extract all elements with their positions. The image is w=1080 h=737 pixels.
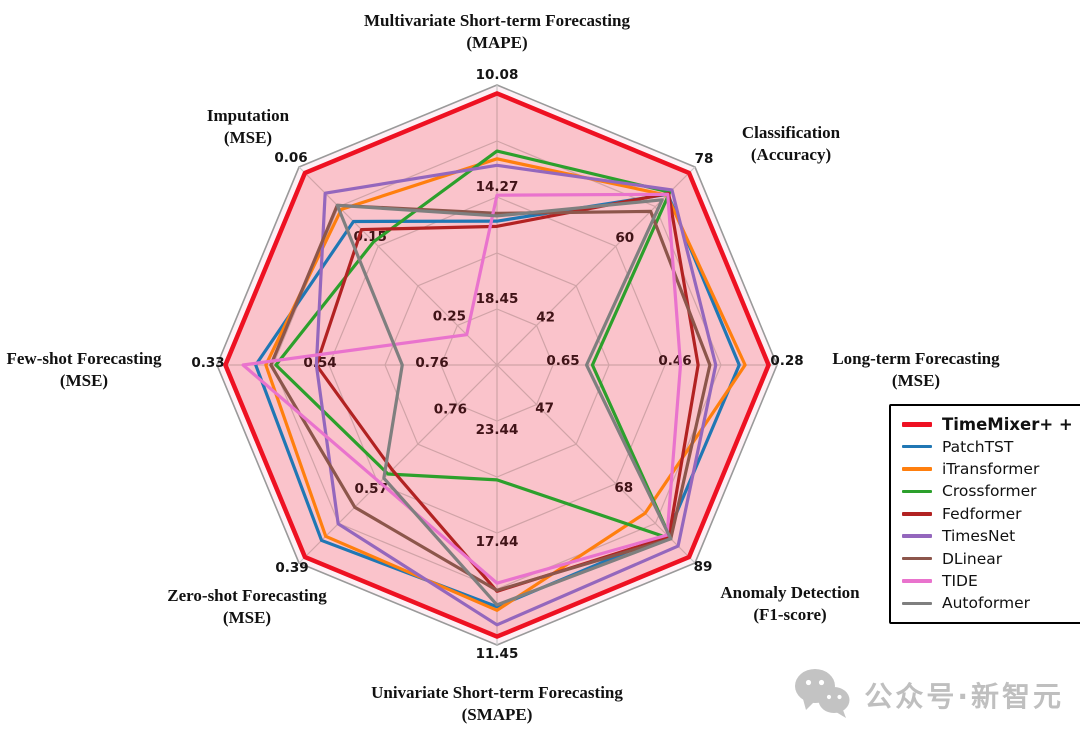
legend-item: Crossformer — [902, 480, 1070, 502]
series-polygon-dlinear — [269, 203, 712, 592]
series-polygon-autoformer — [335, 198, 673, 607]
legend-item-label: TimeMixer+ + — [942, 414, 1073, 434]
legend-item-label: Autoformer — [942, 594, 1031, 613]
tick-label-imputation: 0.25 — [433, 308, 466, 324]
tick-label-classification: 42 — [536, 309, 555, 325]
axis-title-zero_shot: Zero-shot Forecasting (MSE) — [167, 586, 327, 627]
legend-item: iTransformer — [902, 458, 1070, 480]
series-polygon-tide — [241, 192, 683, 585]
legend: TimeMixer+ + PatchTST iTransformer Crossfor… — [889, 404, 1080, 624]
grid-spoke — [298, 166, 498, 366]
tick-label-classification: 78 — [695, 151, 714, 167]
tick-label-imputation: 0.06 — [274, 150, 307, 166]
tick-label-zero_shot: 0.76 — [434, 402, 467, 418]
series-polygon-itransformer — [264, 157, 747, 612]
legend-item-label: TimesNet — [942, 527, 1016, 546]
legend-swatch — [902, 534, 932, 538]
legend-item-label: DLinear — [942, 549, 1003, 568]
tick-label-classification: 60 — [615, 230, 634, 246]
axis-title-long_term: Long-term Forecasting (MSE) — [832, 349, 1000, 390]
legend-item-label: iTransformer — [942, 459, 1040, 478]
tick-label-univariate_short_term: 17.44 — [476, 534, 519, 550]
legend-item-label: PatchTST — [942, 437, 1014, 456]
axis-title-multivariate_short_term: Multivariate Short-term Forecasting (MAPE… — [364, 11, 630, 52]
wechat-icon — [794, 667, 852, 723]
series-polygon-timesnet — [314, 163, 718, 627]
legend-swatch — [902, 556, 932, 561]
legend-swatch — [902, 444, 932, 449]
axis-title-few_shot: Few-shot Forecasting (MSE) — [6, 349, 162, 390]
legend-swatch — [902, 579, 932, 583]
tick-label-few_shot: 0.54 — [303, 355, 336, 371]
tick-label-zero_shot: 0.57 — [355, 481, 388, 497]
legend-item: TimesNet — [902, 525, 1070, 547]
tick-label-few_shot: 0.76 — [415, 355, 448, 371]
tick-label-long_term: 0.46 — [658, 353, 691, 369]
legend-item: DLinear — [902, 547, 1070, 569]
legend-swatch — [902, 421, 932, 427]
tick-label-zero_shot: 0.39 — [275, 560, 308, 576]
grid-spoke — [496, 364, 696, 564]
tick-label-anomaly_detection: 47 — [535, 401, 554, 417]
tick-label-multivariate_short_term: 10.08 — [476, 67, 519, 83]
grid-spoke — [298, 364, 498, 564]
tick-label-univariate_short_term: 23.44 — [476, 422, 519, 438]
legend-swatch — [902, 467, 932, 471]
legend-item-label: Fedformer — [942, 504, 1022, 523]
legend-item-label: TIDE — [942, 571, 978, 590]
legend-item: PatchTST — [902, 435, 1070, 457]
axis-title-univariate_short_term: Univariate Short-term Forecasting (SMAPE) — [371, 683, 623, 724]
axis-title-imputation: Imputation (MSE) — [207, 106, 290, 147]
legend-item: TimeMixer+ + — [902, 413, 1073, 435]
series-polygon-timemixer- — [223, 91, 771, 639]
tick-label-long_term: 0.65 — [546, 353, 579, 369]
tick-label-anomaly_detection: 89 — [694, 559, 713, 575]
tick-label-multivariate_short_term: 14.27 — [476, 179, 519, 195]
legend-item: TIDE — [902, 570, 1070, 592]
watermark-text: 公众号·新智元 — [864, 680, 1064, 713]
legend-swatch — [902, 489, 932, 494]
series-polygon-crossformer — [274, 149, 673, 541]
legend-item: Fedformer — [902, 503, 1070, 525]
tick-label-anomaly_detection: 68 — [614, 480, 633, 496]
tick-label-univariate_short_term: 11.45 — [476, 646, 519, 662]
legend-swatch — [902, 601, 932, 606]
tick-label-few_shot: 0.33 — [191, 355, 224, 371]
watermark: 公众号·新智元 — [794, 667, 1064, 723]
legend-item-label: Crossformer — [942, 482, 1037, 501]
axis-title-classification: Classification (Accuracy) — [742, 123, 841, 164]
axis-title-anomaly_detection: Anomaly Detection (F1-score) — [720, 583, 860, 624]
tick-label-long_term: 0.28 — [770, 353, 803, 369]
legend-swatch — [902, 511, 932, 516]
tick-label-multivariate_short_term: 18.45 — [476, 291, 519, 307]
legend-item: Autoformer — [902, 592, 1070, 614]
